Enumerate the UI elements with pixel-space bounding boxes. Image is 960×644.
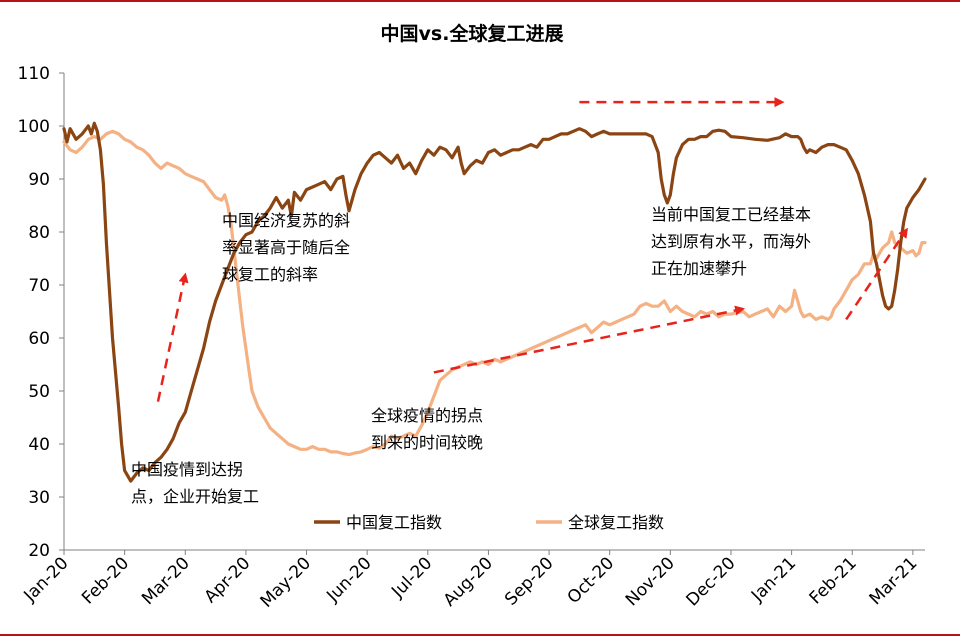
annotation-line: 点，企业开始复工	[131, 487, 259, 506]
x-axis-ticks: Jan-20 Feb-20 Mar-20 Apr-20 May-20 Jun-20 Jul-…	[20, 550, 922, 612]
legend: 中国复工指数 全球复工指数	[314, 513, 664, 532]
annotation-line: 到来的时间较晚	[371, 433, 483, 452]
x-tick-label: Aug-20	[440, 553, 497, 610]
y-tick-label: 40	[28, 435, 50, 455]
y-tick-label: 20	[28, 541, 50, 561]
top-rule	[0, 0, 960, 2]
trend-arrow-0	[156, 272, 189, 402]
x-tick-label: Feb-21	[806, 553, 861, 608]
annotation-line: 达到原有水平，而海外	[651, 232, 811, 251]
x-tick-label: Jan-21	[747, 553, 800, 606]
y-tick-label: 70	[28, 276, 50, 296]
legend-item-1: 全球复工指数	[536, 513, 664, 532]
x-tick-label: Mar-21	[866, 553, 922, 609]
x-tick-label: Feb-20	[78, 553, 133, 608]
annotation-line: 正在加速攀升	[651, 259, 747, 278]
series-line-0	[62, 121, 927, 483]
x-tick-label: Oct-20	[564, 553, 619, 608]
x-tick-label: May-20	[257, 553, 315, 611]
x-tick-label: Jun-20	[322, 553, 375, 606]
y-tick-label: 80	[28, 223, 50, 243]
annotation-line: 中国经济复苏的斜	[222, 211, 350, 230]
bottom-rule	[0, 634, 960, 636]
legend-item-0: 中国复工指数	[314, 513, 442, 532]
y-tick-label: 110	[18, 64, 50, 84]
x-tick-label: Jan-20	[20, 553, 73, 606]
y-axis-ticks: 20 30 40 50 60 70 80 90 100 110	[18, 64, 64, 561]
x-tick-label: Nov-20	[622, 553, 679, 610]
legend-label: 中国复工指数	[346, 513, 442, 532]
x-tick-label: Mar-20	[138, 553, 194, 609]
y-tick-label: 30	[28, 488, 50, 508]
x-tick-label: Dec-20	[682, 553, 739, 610]
chart-title: 中国vs.全球复工进展	[381, 22, 564, 45]
series-line-1	[62, 129, 927, 457]
trend-arrow-1	[433, 305, 746, 374]
trend-arrow-2	[845, 227, 908, 321]
x-tick-label: Jul-20	[387, 553, 436, 602]
annotation-line: 率显著高于随后全	[222, 238, 350, 257]
y-tick-label: 60	[28, 329, 50, 349]
trend-arrows	[156, 97, 908, 402]
series-layer	[62, 121, 927, 483]
y-tick-label: 100	[18, 117, 50, 137]
annotation-line: 全球疫情的拐点	[371, 406, 483, 425]
annotation-line: 中国疫情到达拐	[131, 460, 243, 479]
annotation-line: 球复工的斜率	[222, 265, 318, 284]
legend-label: 全球复工指数	[568, 513, 664, 532]
x-tick-label: Sep-20	[501, 553, 557, 609]
y-tick-label: 90	[28, 170, 50, 190]
y-tick-label: 50	[28, 382, 50, 402]
annotation-line: 当前中国复工已经基本	[651, 205, 811, 224]
x-tick-label: Apr-20	[201, 553, 255, 607]
